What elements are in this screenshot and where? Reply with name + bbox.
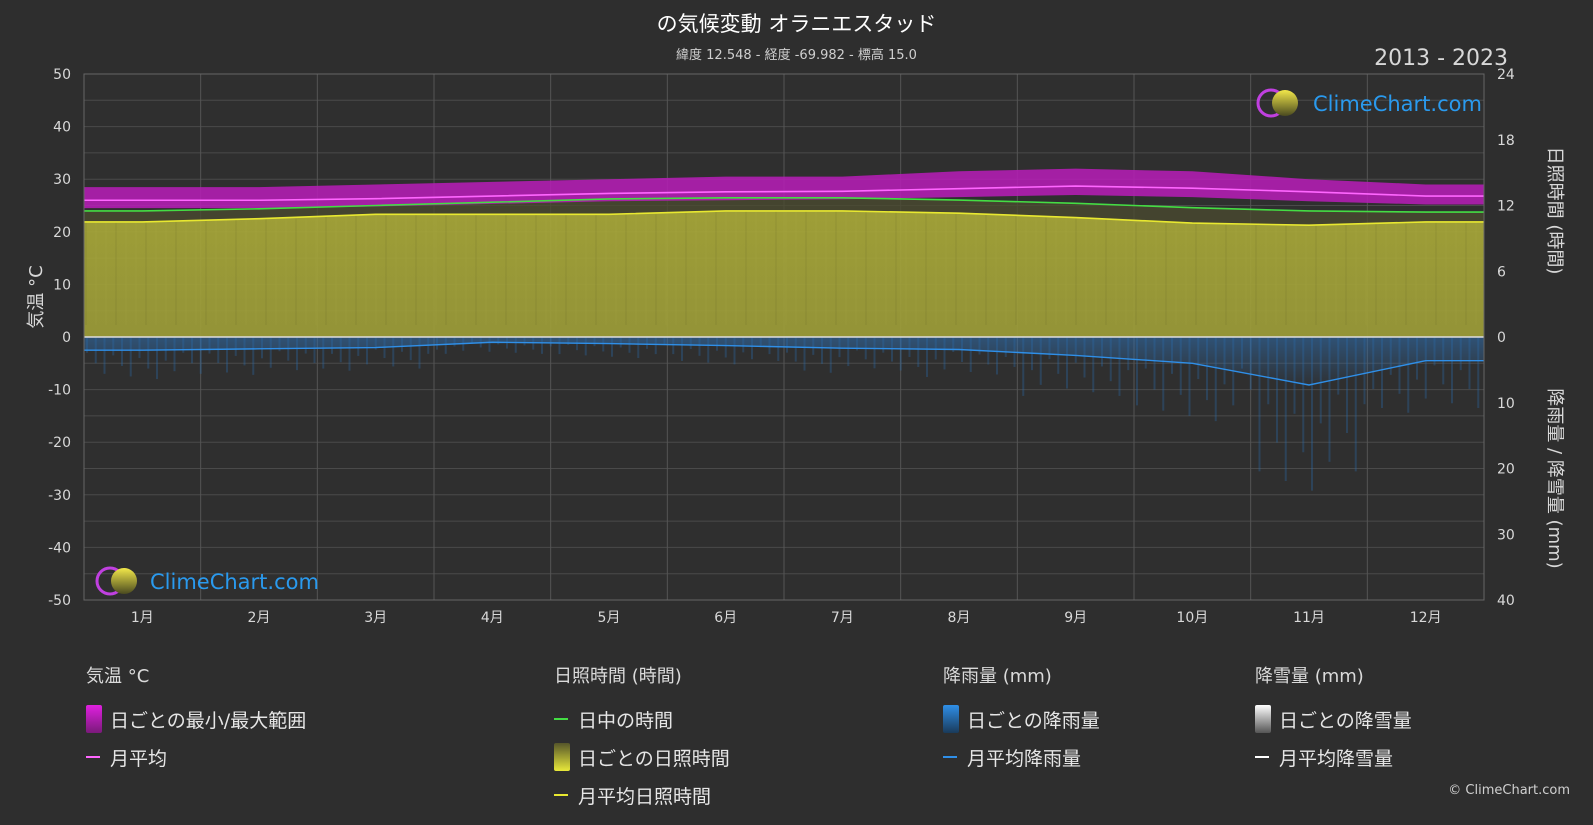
daily-rain-area <box>84 337 1484 385</box>
snow-mean-swatch <box>1255 756 1269 758</box>
legend-item-daily-sunshine: 日ごとの日照時間 <box>554 738 730 776</box>
daily-snow-swatch <box>1255 705 1271 733</box>
left-tick-label: 20 <box>53 225 71 241</box>
left-tick-label: -30 <box>48 488 71 504</box>
legend-item-daylight: 日中の時間 <box>554 700 730 738</box>
daily-rain-swatch <box>943 705 959 733</box>
right-bottom-axis-title: 降雨量 / 降雪量 (mm) <box>1544 388 1565 568</box>
daily-sunshine-swatch <box>554 743 570 771</box>
x-tick-label: 10月 <box>1176 610 1208 626</box>
temp-mean-swatch <box>86 756 100 758</box>
right-tick-label: 12 <box>1497 199 1515 215</box>
temperature-mean-line <box>84 185 1484 202</box>
watermark-logo-top: ClimeChart.com <box>1256 88 1482 118</box>
logo-text: ClimeChart.com <box>150 570 319 594</box>
right-tick-label: 20 <box>1497 462 1515 478</box>
logo-sun-icon <box>111 568 137 594</box>
right-tick-label: 0 <box>1497 330 1506 346</box>
x-tick-label: 2月 <box>248 610 271 626</box>
legend-temperature: 気温 °C 日ごとの最小/最大範囲 月平均 <box>86 662 306 776</box>
x-tick-label: 6月 <box>714 610 737 626</box>
left-tick-label: 30 <box>53 172 71 188</box>
legend-item-sunshine-mean: 月平均日照時間 <box>554 776 730 814</box>
legend-title-temperature: 気温 °C <box>86 666 150 687</box>
legend-item-rain-mean: 月平均降雨量 <box>943 738 1100 776</box>
daylight-line <box>84 197 1484 213</box>
logo-text: ClimeChart.com <box>1313 92 1482 116</box>
legend-item-daily-rain: 日ごとの降雨量 <box>943 700 1100 738</box>
right-tick-label: 18 <box>1497 133 1515 149</box>
legend-item-temp-range: 日ごとの最小/最大範囲 <box>86 700 306 738</box>
legend-sunshine: 日照時間 (時間) 日中の時間 日ごとの日照時間 月平均日照時間 <box>554 662 730 814</box>
legend-rain: 降雨量 (mm) 日ごとの降雨量 月平均降雨量 <box>943 662 1100 776</box>
x-tick-label: 5月 <box>598 610 621 626</box>
legend-title-sunshine: 日照時間 (時間) <box>554 666 682 687</box>
legend-item-daily-snow: 日ごとの降雪量 <box>1255 700 1412 738</box>
temp-range-swatch <box>86 705 102 733</box>
left-tick-label: 50 <box>53 67 71 83</box>
legend-label: 日ごとの日照時間 <box>578 747 730 770</box>
legend-label: 日中の時間 <box>578 709 674 732</box>
left-tick-label: 40 <box>53 120 71 136</box>
left-tick-label: 10 <box>53 277 71 293</box>
left-tick-label: -50 <box>48 593 71 609</box>
legend-label: 月平均 <box>110 747 168 770</box>
legend-label: 月平均日照時間 <box>578 785 712 808</box>
x-tick-label: 8月 <box>948 610 971 626</box>
x-tick-label: 7月 <box>831 610 854 626</box>
legend-label: 月平均降雪量 <box>1279 747 1394 770</box>
year-range: 2013 - 2023 <box>1374 46 1508 71</box>
logo-sun-icon <box>1272 90 1298 116</box>
left-axis-title: 気温 °C <box>26 265 47 328</box>
legend-label: 日ごとの最小/最大範囲 <box>110 709 307 732</box>
left-tick-label: 0 <box>62 330 71 346</box>
right-tick-label: 6 <box>1497 264 1506 280</box>
plot-border <box>83 73 1485 601</box>
chart-subtitle: 緯度 12.548 - 経度 -69.982 - 標高 15.0 <box>676 48 917 63</box>
right-tick-label: 24 <box>1497 67 1515 83</box>
legend-item-snow-mean: 月平均降雪量 <box>1255 738 1412 776</box>
legend-title-rain: 降雨量 (mm) <box>943 666 1052 687</box>
legend-label: 日ごとの降雪量 <box>1279 709 1412 732</box>
legend-title-snow: 降雪量 (mm) <box>1255 666 1364 687</box>
copyright: © ClimeChart.com <box>1448 783 1570 798</box>
climate-chart: 50 40 30 20 10 0 -10 -20 -30 -40 -50 24 18 12 6 0 10 20 30… <box>26 67 1565 626</box>
x-tick-label: 3月 <box>364 610 387 626</box>
legend-item-temp-mean: 月平均 <box>86 738 306 776</box>
x-tick-label: 1月 <box>131 610 154 626</box>
right-top-axis-title: 日照時間 (時間) <box>1544 147 1565 275</box>
rain-mean-swatch <box>943 756 957 758</box>
daily-sunshine-area <box>84 210 1484 337</box>
left-tick-label: -10 <box>48 383 71 399</box>
daylight-swatch <box>554 718 568 720</box>
sunshine-mean-swatch <box>554 794 568 796</box>
rain-mean-line <box>84 341 1484 386</box>
legend-label: 日ごとの降雨量 <box>967 709 1100 732</box>
right-tick-label: 10 <box>1497 396 1515 412</box>
temperature-range-band <box>84 168 1484 209</box>
watermark-logo-bottom: ClimeChart.com <box>95 566 319 596</box>
legend-label: 月平均降雨量 <box>967 747 1082 770</box>
x-tick-label: 11月 <box>1293 610 1325 626</box>
right-tick-label: 40 <box>1497 593 1515 609</box>
sunshine-texture <box>85 210 1477 325</box>
left-tick-label: -40 <box>48 540 71 556</box>
left-tick-label: -20 <box>48 435 71 451</box>
x-tick-label: 9月 <box>1064 610 1087 626</box>
x-tick-label: 12月 <box>1410 610 1442 626</box>
x-tick-label: 4月 <box>481 610 504 626</box>
sunshine-mean-line <box>84 210 1484 227</box>
legend-snow: 降雪量 (mm) 日ごとの降雪量 月平均降雪量 <box>1255 662 1412 776</box>
chart-title: の気候変動 オラニエスタッド <box>656 12 937 36</box>
right-tick-label: 30 <box>1497 527 1515 543</box>
